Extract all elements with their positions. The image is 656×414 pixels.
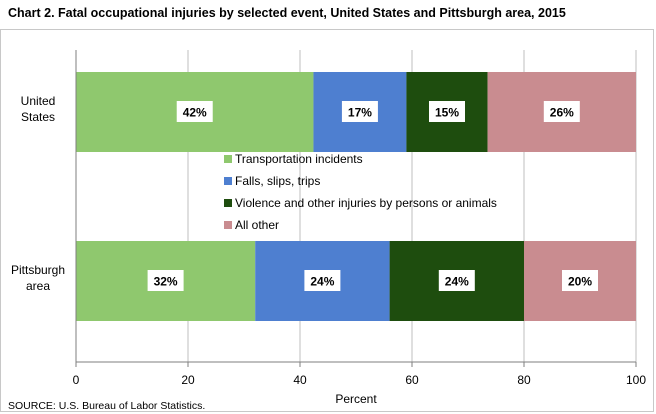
chart-title: Chart 2. Fatal occupational injuries by … [8, 6, 566, 20]
legend-swatch-violence [224, 199, 232, 207]
category-label-1-0: Pittsburgh [11, 263, 65, 277]
data-label-box-violence-1 [438, 270, 475, 291]
x-tick-label-40: 40 [293, 373, 307, 387]
legend-swatch-transportation [224, 155, 232, 163]
data-label-other-0: 26% [550, 106, 574, 120]
legend-label-other: All other [235, 218, 279, 232]
data-label-transportation-0: 42% [183, 106, 207, 120]
data-label-box-transportation-0 [176, 101, 213, 122]
chart-frame [0, 29, 654, 412]
source-note: SOURCE: U.S. Bureau of Labor Statistics. [8, 400, 206, 412]
data-label-box-other-1 [562, 270, 598, 291]
legend-label-falls: Falls, slips, trips [235, 174, 320, 188]
data-label-box-transportation-1 [147, 270, 184, 291]
category-label-1-1: area [26, 279, 50, 293]
data-label-violence-1: 24% [445, 275, 469, 289]
x-tick-label-0: 0 [73, 373, 80, 387]
legend-swatch-other [224, 221, 232, 229]
data-label-other-1: 20% [568, 275, 592, 289]
x-tick-label-20: 20 [181, 373, 195, 387]
legend-label-transportation: Transportation incidents [235, 152, 363, 166]
data-label-transportation-1: 32% [154, 275, 178, 289]
x-tick-label-100: 100 [626, 373, 646, 387]
category-label-0-1: States [21, 110, 55, 124]
x-tick-label-80: 80 [517, 373, 531, 387]
category-label-0-0: United [21, 94, 56, 108]
x-axis-title: Percent [335, 392, 377, 406]
data-label-box-violence-0 [429, 101, 465, 122]
data-label-falls-1: 24% [310, 275, 334, 289]
data-label-violence-0: 15% [435, 106, 459, 120]
data-label-box-falls-0 [341, 101, 378, 122]
data-label-falls-0: 17% [348, 106, 372, 120]
x-tick-label-60: 60 [405, 373, 419, 387]
legend-swatch-falls [224, 177, 232, 185]
data-label-box-other-0 [543, 101, 580, 122]
legend-label-violence: Violence and other injuries by persons o… [235, 196, 497, 210]
data-label-box-falls-1 [304, 270, 341, 291]
